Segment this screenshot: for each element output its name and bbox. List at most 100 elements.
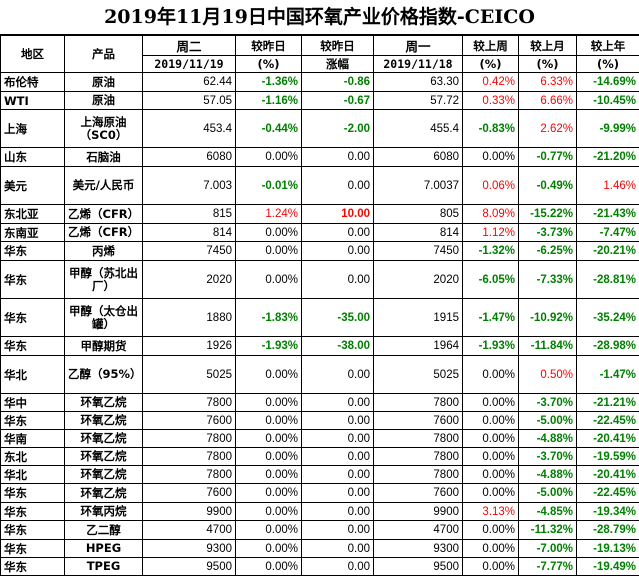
vs-yesterday-pct-cell: -1.16% [236, 92, 302, 110]
vs-yesterday-pct-cell: 0.00% [236, 503, 302, 521]
vs-last-month-cell: -3.70% [519, 394, 577, 412]
vs-yesterday-change-cell: 0.00 [302, 242, 374, 261]
table-header: 地区 产品 周二 较昨日 较昨日 周一 较上周 较上月 较上年 2019/11/… [1, 36, 639, 73]
vs-last-week-cell: -1.47% [463, 299, 519, 337]
monday-price-cell: 7800 [374, 448, 463, 466]
vs-last-month-cell: 2.62% [519, 110, 577, 148]
vs-yesterday-pct-cell: 0.00% [236, 224, 302, 242]
product-cell: TPEG [65, 558, 143, 576]
header-tuesday-date: 2019/11/19 [143, 56, 236, 73]
region-cell: 东北 [1, 448, 65, 466]
tuesday-price-cell: 7600 [143, 484, 236, 503]
monday-price-cell: 2020 [374, 261, 463, 299]
region-cell: 华南 [1, 430, 65, 448]
vs-last-month-cell: 6.66% [519, 92, 577, 110]
tuesday-price-cell: 4700 [143, 521, 236, 540]
vs-last-year-cell: -1.47% [577, 356, 639, 394]
tuesday-price-cell: 7600 [143, 412, 236, 430]
vs-last-month-cell: -6.25% [519, 242, 577, 261]
monday-price-cell: 1964 [374, 337, 463, 356]
vs-last-week-cell: 0.00% [463, 466, 519, 484]
vs-last-week-cell: 0.00% [463, 484, 519, 503]
vs-yesterday-pct-cell: 0.00% [236, 466, 302, 484]
vs-last-year-cell: -28.98% [577, 337, 639, 356]
monday-price-cell: 7600 [374, 484, 463, 503]
vs-last-week-cell: 0.00% [463, 356, 519, 394]
tuesday-price-cell: 7800 [143, 394, 236, 412]
vs-yesterday-change-cell: 0.00 [302, 521, 374, 540]
header-change-unit: 涨幅 [302, 56, 374, 73]
tuesday-price-cell: 2020 [143, 261, 236, 299]
monday-price-cell: 7800 [374, 466, 463, 484]
product-cell: 甲醇（苏北出厂） [65, 261, 143, 299]
vs-yesterday-change-cell: 0.00 [302, 558, 374, 576]
vs-yesterday-pct-cell: -0.44% [236, 110, 302, 148]
region-cell: 山东 [1, 148, 65, 167]
tuesday-price-cell: 453.4 [143, 110, 236, 148]
monday-price-cell: 4700 [374, 521, 463, 540]
vs-last-month-cell: -11.32% [519, 521, 577, 540]
monday-price-cell: 455.4 [374, 110, 463, 148]
product-cell: 甲醇期货 [65, 337, 143, 356]
tuesday-price-cell: 1880 [143, 299, 236, 337]
vs-last-year-cell: -20.41% [577, 466, 639, 484]
vs-yesterday-change-cell: -35.00 [302, 299, 374, 337]
vs-last-week-cell: -1.32% [463, 242, 519, 261]
vs-yesterday-change-cell: -38.00 [302, 337, 374, 356]
header-vs-last-week: 较上周 [463, 36, 519, 56]
vs-last-month-cell: -15.22% [519, 205, 577, 224]
vs-last-year-cell: -22.45% [577, 484, 639, 503]
vs-last-year-cell: -19.49% [577, 558, 639, 576]
vs-last-year-cell: -9.99% [577, 110, 639, 148]
region-cell: 华东 [1, 558, 65, 576]
region-cell: 美元 [1, 167, 65, 205]
vs-last-week-cell: 0.00% [463, 148, 519, 167]
vs-yesterday-pct-cell: 1.24% [236, 205, 302, 224]
vs-yesterday-pct-cell: 0.00% [236, 412, 302, 430]
header-tuesday: 周二 [143, 36, 236, 56]
vs-yesterday-change-cell: 0.00 [302, 448, 374, 466]
tuesday-price-cell: 7800 [143, 430, 236, 448]
product-cell: 环氧乙烷 [65, 430, 143, 448]
vs-yesterday-pct-cell: 0.00% [236, 394, 302, 412]
tuesday-price-cell: 7800 [143, 466, 236, 484]
monday-price-cell: 7800 [374, 430, 463, 448]
vs-last-week-cell: 0.00% [463, 394, 519, 412]
vs-last-year-cell: -22.45% [577, 412, 639, 430]
vs-last-year-cell: -14.69% [577, 73, 639, 92]
product-cell: 乙烯（CFR） [65, 205, 143, 224]
vs-yesterday-pct-cell: 0.00% [236, 521, 302, 540]
vs-last-year-cell: -20.41% [577, 430, 639, 448]
vs-last-year-cell: -28.79% [577, 521, 639, 540]
product-cell: 乙二醇 [65, 521, 143, 540]
tuesday-price-cell: 7.003 [143, 167, 236, 205]
vs-last-year-cell: -20.21% [577, 242, 639, 261]
monday-price-cell: 1915 [374, 299, 463, 337]
vs-yesterday-pct-cell: -1.83% [236, 299, 302, 337]
product-cell: 环氧乙烷 [65, 484, 143, 503]
vs-yesterday-pct-cell: -1.93% [236, 337, 302, 356]
vs-yesterday-change-cell: 0.00 [302, 412, 374, 430]
vs-last-month-cell: -3.70% [519, 448, 577, 466]
vs-yesterday-change-cell: -0.86 [302, 73, 374, 92]
region-cell: 华东 [1, 242, 65, 261]
product-cell: 石脑油 [65, 148, 143, 167]
region-cell: 华东 [1, 299, 65, 337]
vs-yesterday-pct-cell: -0.01% [236, 167, 302, 205]
vs-yesterday-change-cell: 0.00 [302, 167, 374, 205]
vs-yesterday-change-cell: 0.00 [302, 430, 374, 448]
vs-last-month-cell: -4.88% [519, 430, 577, 448]
product-cell: 环氧乙烷 [65, 412, 143, 430]
